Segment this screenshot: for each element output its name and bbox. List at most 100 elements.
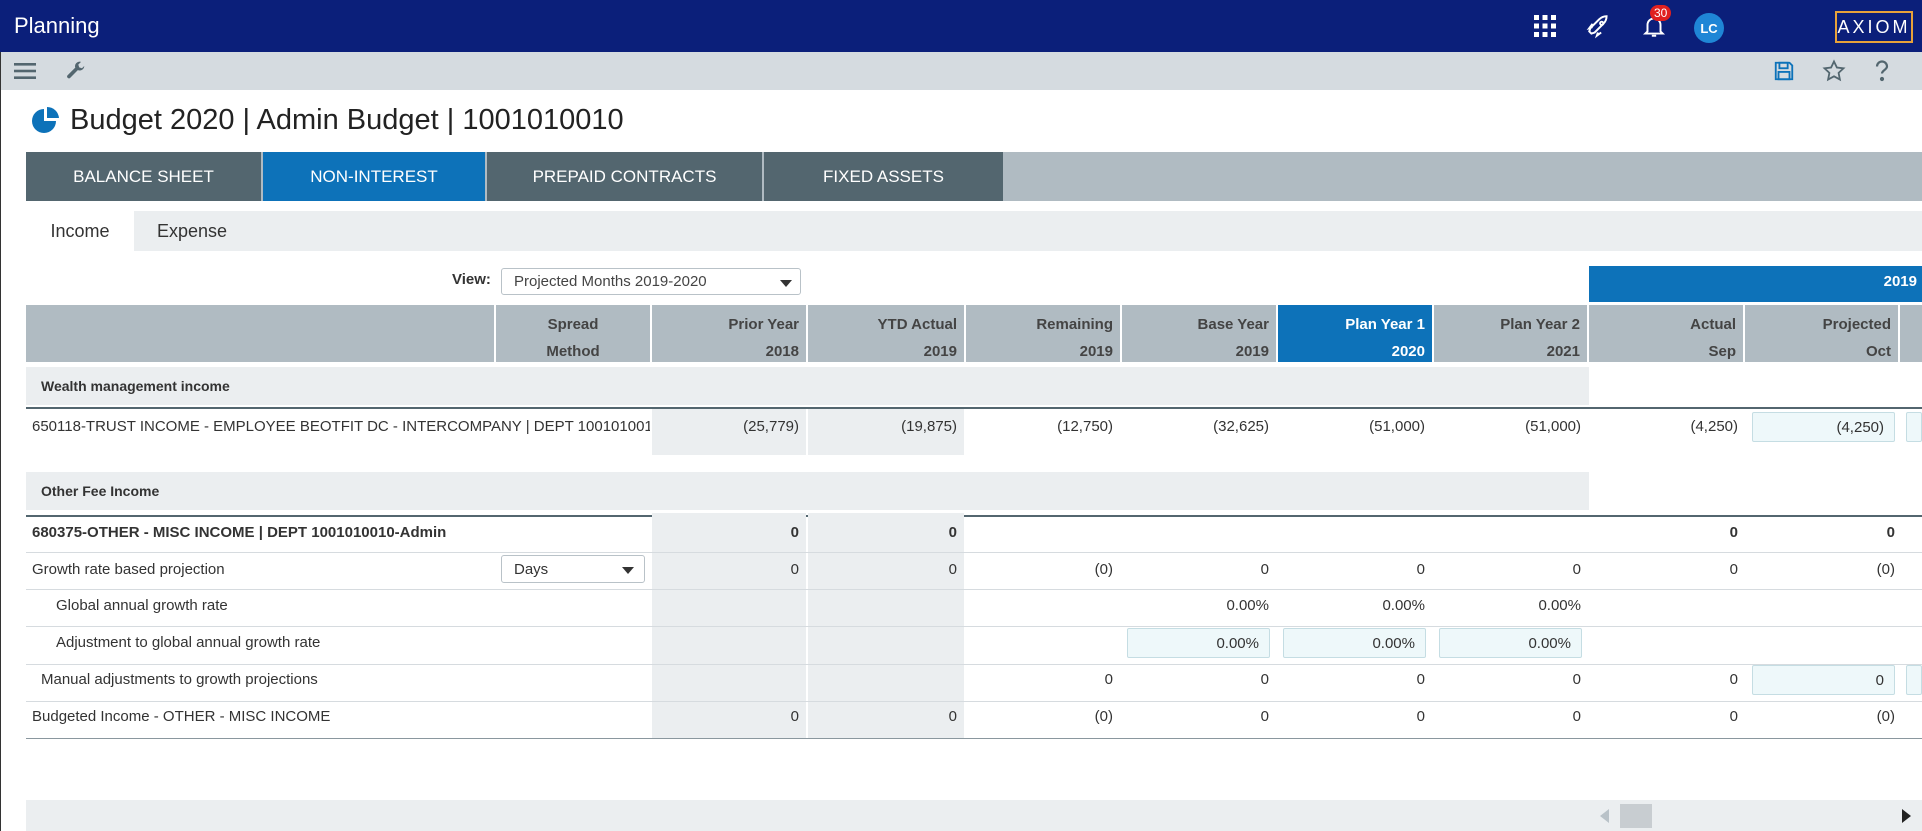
tab-balance-sheet[interactable]: BALANCE SHEET xyxy=(26,152,261,201)
cell-remaining: (0) xyxy=(1094,708,1113,725)
grey-column-cell xyxy=(652,409,806,455)
header-projected-oct: Projected Oct xyxy=(1745,305,1898,362)
header-plan-year-2: Plan Year 2 2021 xyxy=(1434,305,1587,362)
cell-prior-year: 0 xyxy=(790,708,799,725)
cell-actual-sep: 0 xyxy=(1729,671,1738,688)
row-divider xyxy=(26,738,1922,739)
star-icon[interactable] xyxy=(1820,57,1848,85)
rocket-icon[interactable] xyxy=(1585,12,1613,40)
view-select[interactable]: Projected Months 2019-2020 xyxy=(501,268,801,295)
header-line1: Plan Year 2 xyxy=(1500,316,1580,333)
cell-base-year: (32,625) xyxy=(1213,418,1269,435)
cell-plan-year-2: 0 xyxy=(1572,561,1581,578)
cell-prior-year: 0 xyxy=(790,561,799,578)
user-avatar[interactable]: LC xyxy=(1694,13,1724,43)
row-divider xyxy=(26,664,1922,665)
chevron-down-icon xyxy=(622,567,634,574)
chevron-down-icon xyxy=(780,280,792,287)
input-projected-oct[interactable]: (4,250) xyxy=(1752,412,1895,442)
input-overflow[interactable] xyxy=(1906,412,1922,442)
page-title: Budget 2020 | Admin Budget | 1001010010 xyxy=(70,104,624,136)
header-line1: YTD Actual xyxy=(877,316,957,333)
header-line1: Actual xyxy=(1690,316,1736,333)
pie-chart-icon xyxy=(30,105,62,142)
cell-base-year: 0 xyxy=(1260,671,1269,688)
header-line1: Prior Year xyxy=(728,316,799,333)
tab-prepaid-contracts[interactable]: PREPAID CONTRACTS xyxy=(487,152,762,201)
row-divider xyxy=(26,552,1922,553)
toolbar xyxy=(0,52,1922,90)
cell-base-year: 0 xyxy=(1260,561,1269,578)
header-line1: Projected xyxy=(1822,316,1891,333)
row-label-budgeted-income: Budgeted Income - OTHER - MISC INCOME xyxy=(32,708,331,725)
header-prior-year: Prior Year 2018 xyxy=(652,305,806,362)
grey-column-cell xyxy=(808,409,964,455)
input-base-year-rate[interactable]: 0.00% xyxy=(1127,628,1270,658)
scroll-left-icon[interactable] xyxy=(1600,809,1609,823)
cell-base-year: 0.00% xyxy=(1226,597,1269,614)
cell-actual-sep: 0 xyxy=(1729,708,1738,725)
cell-plan-year-1: 0 xyxy=(1416,561,1425,578)
spread-method-select[interactable]: Days xyxy=(501,555,645,583)
header-line2: Method xyxy=(546,343,600,360)
tab-fixed-assets[interactable]: FIXED ASSETS xyxy=(764,152,1003,201)
header-base-year: Base Year 2019 xyxy=(1122,305,1276,362)
section-other-fee-income: Other Fee Income xyxy=(26,472,1589,510)
cell-projected-oct: 0 xyxy=(1886,524,1895,541)
header-spread-method: Spread Method xyxy=(496,305,650,362)
row-label-trust-income: 650118-TRUST INCOME - EMPLOYEE BEOTFIT D… xyxy=(32,418,650,435)
view-label: View: xyxy=(452,271,491,288)
scroll-right-icon[interactable] xyxy=(1902,809,1911,823)
save-icon[interactable] xyxy=(1770,57,1798,85)
cell-base-year: 0 xyxy=(1260,708,1269,725)
top-bar: Planning 30 LC AXIOM xyxy=(0,0,1922,52)
header-line1: Plan Year 1 xyxy=(1345,316,1425,333)
notification-badge: 30 xyxy=(1650,5,1672,21)
header-line1: Base Year xyxy=(1197,316,1269,333)
app-title: Planning xyxy=(14,13,100,38)
cell-plan-year-1: (51,000) xyxy=(1369,418,1425,435)
input-plan-year-2-rate[interactable]: 0.00% xyxy=(1439,628,1582,658)
hamburger-menu-icon[interactable] xyxy=(11,57,39,85)
row-label-manual-adjustments: Manual adjustments to growth projections xyxy=(41,671,318,688)
cell-remaining: 0 xyxy=(1104,671,1113,688)
wrench-icon[interactable] xyxy=(62,57,90,85)
section-divider xyxy=(26,407,1922,409)
input-overflow[interactable] xyxy=(1906,665,1922,695)
section-wealth-management: Wealth management income xyxy=(26,367,1589,405)
header-line2: 2019 xyxy=(923,343,957,360)
cell-plan-year-2: 0.00% xyxy=(1538,597,1581,614)
input-plan-year-1-rate[interactable]: 0.00% xyxy=(1283,628,1426,658)
cell-projected-oct: (0) xyxy=(1876,708,1895,725)
cell-actual-sep: 0 xyxy=(1729,524,1738,541)
apps-grid-icon[interactable] xyxy=(1531,12,1559,40)
header-line2: 2019 xyxy=(1079,343,1113,360)
cell-remaining: (0) xyxy=(1094,561,1113,578)
sub-tabs: Income Expense xyxy=(26,211,1922,251)
tab-expense[interactable]: Expense xyxy=(156,220,228,241)
header-line2: 2018 xyxy=(765,343,799,360)
section-divider xyxy=(26,515,1922,517)
cell-remaining: (12,750) xyxy=(1057,418,1113,435)
cell-actual-sep: 0 xyxy=(1729,561,1738,578)
input-projected-oct[interactable]: 0 xyxy=(1752,665,1895,695)
row-divider xyxy=(26,626,1922,627)
header-line1: Remaining xyxy=(1036,316,1113,333)
row-divider xyxy=(26,701,1922,702)
view-selected-value: Projected Months 2019-2020 xyxy=(514,273,707,290)
scrollbar-thumb[interactable] xyxy=(1620,804,1652,828)
help-icon[interactable] xyxy=(1868,57,1896,85)
header-actual-sep: Actual Sep xyxy=(1589,305,1743,362)
header-line2: Sep xyxy=(1708,343,1736,360)
year-band: 2019 xyxy=(1589,266,1922,302)
cell-prior-year: (25,779) xyxy=(743,418,799,435)
cell-ytd-actual: 0 xyxy=(948,561,957,578)
header-line2: Oct xyxy=(1865,343,1891,360)
cell-prior-year: 0 xyxy=(790,524,799,541)
cell-ytd-actual: 0 xyxy=(948,708,957,725)
header-label-col xyxy=(26,305,494,362)
cell-plan-year-2: 0 xyxy=(1572,708,1581,725)
tab-non-interest[interactable]: NON-INTEREST xyxy=(263,152,485,201)
cell-plan-year-1: 0 xyxy=(1416,708,1425,725)
tab-income[interactable]: Income xyxy=(26,211,134,251)
